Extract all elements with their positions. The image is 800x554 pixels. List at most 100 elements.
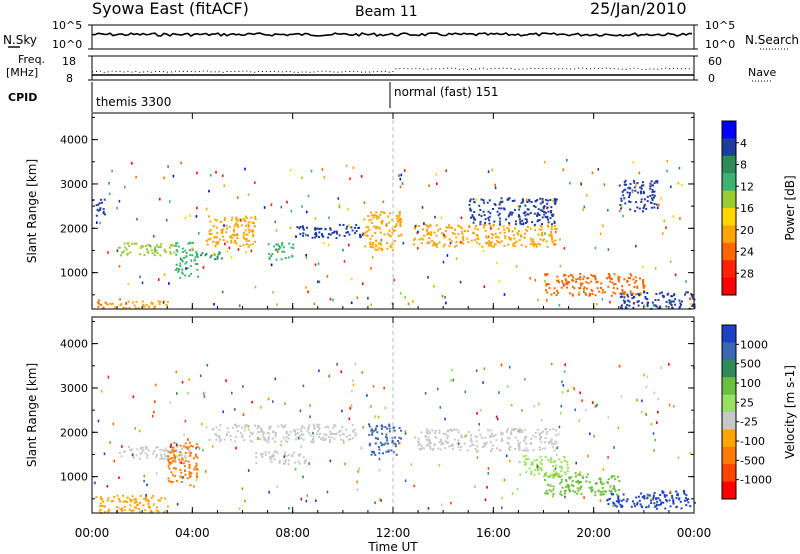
power-cell xyxy=(551,237,553,240)
velocity-cell xyxy=(348,417,351,421)
velocity-cell xyxy=(333,424,336,426)
velocity-cell xyxy=(478,422,480,426)
power-cell xyxy=(459,226,462,228)
velocity-cell xyxy=(496,417,499,421)
velocity-cell xyxy=(484,498,487,501)
velocity-cell xyxy=(167,457,170,459)
power-cell xyxy=(581,282,584,285)
velocity-cell xyxy=(560,461,563,464)
power-cell xyxy=(498,224,501,227)
power-cell xyxy=(685,280,687,283)
velocity-cell xyxy=(372,385,375,388)
velocity-cell xyxy=(282,436,285,439)
velocity-cell xyxy=(387,442,390,445)
power-cell xyxy=(660,197,662,200)
power-cell xyxy=(240,224,243,227)
velocity-cell xyxy=(607,456,609,459)
velocity-cell xyxy=(507,428,509,431)
power-cell xyxy=(359,233,361,236)
velocity-cell xyxy=(190,472,193,475)
power-cell xyxy=(127,282,130,286)
velocity-cell xyxy=(306,430,309,433)
power-cell xyxy=(102,208,105,211)
power-cell xyxy=(654,180,657,183)
velocity-cell xyxy=(575,461,577,465)
power-cell xyxy=(666,159,669,163)
velocity-cell xyxy=(132,509,135,512)
power-cell xyxy=(177,268,180,270)
power-cell xyxy=(245,217,248,220)
power-cell xyxy=(679,302,682,305)
power-cell xyxy=(145,303,148,306)
power-cell xyxy=(394,240,396,243)
velocity-cell xyxy=(272,431,275,434)
power-cell xyxy=(571,274,574,277)
power-cell xyxy=(367,296,369,300)
power-cell xyxy=(461,232,464,235)
power-cell xyxy=(494,186,497,190)
velocity-cell xyxy=(509,459,511,463)
velocity-cell xyxy=(599,491,602,494)
velocity-cell xyxy=(318,423,321,426)
power-cell xyxy=(668,299,671,302)
power-cell xyxy=(457,224,460,227)
velocity-cell xyxy=(506,385,509,388)
velocity-cell xyxy=(196,446,199,449)
power-cell xyxy=(338,204,341,207)
power-cell xyxy=(133,242,136,245)
power-cell xyxy=(95,204,98,207)
velocity-cell xyxy=(610,476,613,479)
power-cell xyxy=(628,283,631,286)
power-cell xyxy=(514,220,517,223)
velocity-cell xyxy=(172,451,175,453)
velocity-cell xyxy=(572,485,575,488)
power-cell xyxy=(454,228,456,231)
power-cell xyxy=(268,257,271,260)
power-cell xyxy=(364,245,367,248)
power-cell xyxy=(656,206,659,210)
velocity-cell xyxy=(180,471,183,474)
velocity-cell xyxy=(469,434,472,437)
power-cell xyxy=(514,245,517,248)
power-cell xyxy=(381,220,384,222)
power-cell xyxy=(167,165,169,168)
velocity-cell xyxy=(452,378,455,382)
power-cell xyxy=(642,291,645,294)
power-cell xyxy=(307,234,309,237)
power-cell xyxy=(244,229,247,232)
velocity-cell xyxy=(413,484,416,488)
power-cell xyxy=(154,246,157,249)
velocity-colorbar-swatch xyxy=(722,394,736,413)
power-cell xyxy=(99,208,102,211)
velocity-cell xyxy=(669,505,672,508)
velocity-cell xyxy=(531,461,534,464)
velocity-cell xyxy=(211,428,214,431)
velocity-cell xyxy=(302,438,305,441)
velocity-cell xyxy=(518,460,521,463)
velocity-cell xyxy=(184,452,187,454)
power-cell xyxy=(633,281,636,284)
power-cell xyxy=(380,211,383,213)
velocity-cell xyxy=(524,458,527,461)
power-cell xyxy=(375,211,378,214)
velocity-cell xyxy=(159,448,162,451)
velocity-cell xyxy=(368,444,371,447)
power-cell xyxy=(302,226,305,229)
power-cell xyxy=(184,216,187,220)
power-cell xyxy=(151,302,154,305)
power-colorbar-tick: 28 xyxy=(740,267,754,280)
power-cell xyxy=(511,200,514,202)
velocity-cell xyxy=(266,432,269,435)
velocity-cell xyxy=(540,441,543,444)
velocity-cell xyxy=(291,453,294,456)
velocity-cell xyxy=(268,437,270,440)
velocity-cell xyxy=(672,500,675,503)
power-cell xyxy=(559,238,561,241)
power-cell xyxy=(631,297,634,300)
velocity-cell xyxy=(613,487,616,490)
power-cell xyxy=(489,225,492,228)
velocity-cell xyxy=(648,504,650,508)
power-cell xyxy=(620,204,623,208)
power-cell xyxy=(641,265,644,269)
power-cell xyxy=(617,275,620,278)
